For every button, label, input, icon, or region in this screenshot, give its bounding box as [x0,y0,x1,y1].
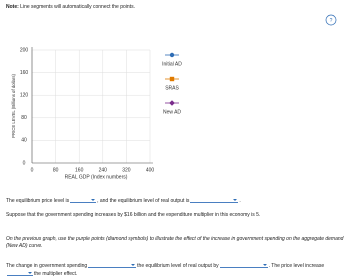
x-tick-label: 400 [146,167,155,173]
legend-label: SRAS [165,85,179,91]
question-4: The change in government spending the equ… [6,262,324,270]
price-dropdown[interactable] [70,197,97,203]
x-axis-label: REAL GDP (Index numbers) [65,174,128,180]
y-tick-label: 160 [20,70,29,76]
q1-text: . [239,198,241,204]
legend-marker [169,52,175,58]
q1-text: , and the equilibrium level of real outp… [97,198,190,204]
y-tick-label: 0 [23,160,26,166]
question-4b: the multiplier effect. [6,270,77,278]
q4-text: The change in government spending [6,263,88,269]
legend-marker [169,100,175,106]
legend-marker [169,76,175,82]
q4-text: the multiplier effect. [34,271,78,277]
help-button[interactable] [325,14,337,26]
x-tick-label: 160 [75,167,84,173]
legend-label: Initial AD [162,61,182,67]
x-tick-label: 240 [99,167,108,173]
note-label: Note: [6,4,19,10]
legend-label: New AD [163,109,181,115]
q1-text: The equilibrium price level is [6,198,70,204]
output-dropdown[interactable] [190,197,239,203]
x-tick-label: 0 [31,167,34,173]
q4-text: . The price level increase [268,263,325,269]
y-axis-label: PRICE LEVEL (Billions of dollars) [11,74,16,138]
question-3: On the previous graph, use the purple po… [6,236,344,249]
y-tick-label: 120 [20,93,29,99]
q4-text: the equilibrium level of real output by [137,263,219,269]
note: Note: Line segments will automatically c… [6,4,135,11]
x-tick-label: 80 [53,167,59,173]
y-tick-label: 40 [21,138,27,144]
amount-dropdown[interactable] [219,262,268,268]
multiplier-dropdown[interactable] [7,270,33,276]
x-tick-label: 320 [122,167,131,173]
y-tick-label: 200 [20,47,29,53]
change-dropdown[interactable] [88,262,137,268]
note-text: Line segments will automatically connect… [20,4,135,10]
help-icon[interactable]: ? [330,18,333,24]
question-2: Suppose that the government spending inc… [6,212,261,218]
question-1: The equilibrium price level is , and the … [6,197,241,205]
graph: ? PRICE LEVEL (Billions of dollars) REAL… [11,14,337,180]
y-tick-label: 80 [21,115,27,121]
